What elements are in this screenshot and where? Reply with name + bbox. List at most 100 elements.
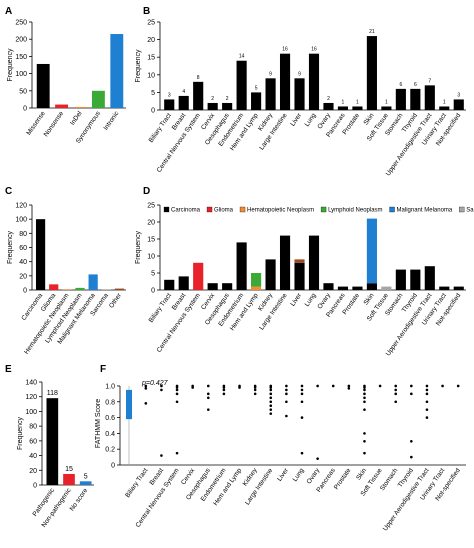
value-label: 2 <box>211 96 214 102</box>
point <box>160 454 163 457</box>
point <box>363 400 366 404</box>
bar <box>91 90 105 108</box>
bar <box>101 289 111 290</box>
legend-label: Carcinoma <box>171 208 201 214</box>
point <box>269 408 273 411</box>
point <box>410 439 413 443</box>
point <box>441 384 444 388</box>
y-tick-label: 150 <box>15 54 27 61</box>
bar <box>308 53 320 110</box>
point <box>285 384 288 388</box>
point <box>191 386 194 389</box>
value-label: 21 <box>369 29 375 35</box>
y-tick-label: 40 <box>29 453 37 460</box>
point <box>269 386 273 389</box>
y-tick-label: 10 <box>147 254 155 261</box>
value-label: 9 <box>269 71 272 77</box>
x-tick-label: Skin <box>363 292 376 307</box>
y-tick-label: 25 <box>147 203 155 210</box>
bar-segment <box>410 269 421 290</box>
point <box>175 400 179 404</box>
bar-segment <box>308 235 320 290</box>
y-axis-label: Frequency <box>7 230 14 264</box>
value-label: 16 <box>311 47 317 53</box>
point <box>363 396 366 400</box>
y-tick-label: 20 <box>147 37 155 44</box>
value-label: 118 <box>47 390 58 397</box>
legend-swatch <box>389 206 395 213</box>
bar <box>178 95 189 110</box>
bar <box>410 88 421 110</box>
bar-segment <box>439 286 450 290</box>
point <box>410 384 413 388</box>
y-axis-label: Frequency <box>7 48 14 82</box>
x-tick-label: Other <box>108 291 124 309</box>
value-label: 5 <box>255 85 258 91</box>
point <box>456 384 460 388</box>
bar <box>222 102 233 110</box>
bar <box>114 288 125 290</box>
legend-swatch <box>206 206 213 213</box>
bar-segment <box>164 279 175 290</box>
point <box>410 455 413 459</box>
bar-segment <box>453 286 464 290</box>
annotation: p=0.427 <box>141 380 169 387</box>
value-label: 6 <box>414 82 417 88</box>
point <box>269 396 273 400</box>
point <box>300 388 304 392</box>
panel-letter: B <box>143 6 150 17</box>
bar-segment <box>366 283 377 290</box>
point <box>300 400 304 404</box>
legend-swatch <box>459 206 465 213</box>
y-tick-label: 20 <box>29 468 37 475</box>
y-tick-label: 0 <box>151 288 155 295</box>
value-label: 4 <box>182 89 185 95</box>
point <box>175 386 179 389</box>
y-tick-label: 0.8 <box>105 399 115 406</box>
y-tick-label: 120 <box>25 394 37 401</box>
point <box>363 451 366 455</box>
point <box>300 392 304 396</box>
y-tick-label: 0.6 <box>105 415 115 422</box>
point <box>300 451 304 455</box>
y-tick-label: 25 <box>147 20 155 27</box>
value-label: 2 <box>226 96 229 102</box>
point <box>160 384 163 388</box>
y-tick-label: 0 <box>151 108 155 115</box>
panel-letter: A <box>5 6 12 17</box>
point <box>160 388 163 392</box>
point <box>144 387 148 390</box>
bar <box>75 287 85 290</box>
legend-label: Hematopoietic Neoplasm <box>247 208 314 214</box>
point <box>175 451 179 455</box>
point <box>285 414 288 418</box>
point <box>363 392 366 396</box>
y-tick-label: 0.2 <box>105 447 115 454</box>
point <box>410 392 413 396</box>
bar-segment <box>279 235 291 290</box>
bar <box>110 34 124 108</box>
value-label: 3 <box>457 92 460 98</box>
y-tick-label: 40 <box>19 259 27 266</box>
bar-segment <box>265 259 276 290</box>
legend-swatch <box>239 206 246 213</box>
y-tick-label: 250 <box>15 20 27 27</box>
point <box>347 387 351 390</box>
y-axis-label: Frequency <box>135 230 142 264</box>
bar <box>424 85 435 110</box>
bar-segment <box>352 286 363 290</box>
point <box>425 388 429 392</box>
value-label: 15 <box>65 466 73 473</box>
bar <box>265 78 276 110</box>
panel-letter: F <box>100 364 106 375</box>
bar <box>251 92 262 110</box>
bar <box>193 81 204 110</box>
bar <box>63 473 75 485</box>
y-axis-label: Frequency <box>17 416 24 450</box>
bar-segment <box>381 286 392 290</box>
point <box>425 384 429 388</box>
y-tick-label: 60 <box>29 438 37 445</box>
x-tick-label: Biliary Tract <box>148 112 173 144</box>
point <box>206 396 210 400</box>
x-tick-label: Liver <box>289 111 303 127</box>
